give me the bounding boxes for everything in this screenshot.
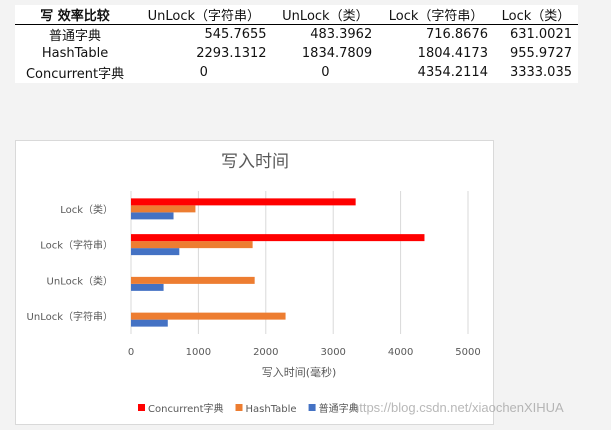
x-tick-label: 2000	[253, 347, 278, 358]
cell: 1804.4173	[417, 46, 488, 61]
legend-label: HashTable	[246, 404, 297, 415]
header-cell: UnLock（类）	[272, 5, 379, 25]
header-cell: 写 效率比较	[15, 5, 136, 25]
row-label: Concurrent字典	[25, 67, 125, 82]
bar-2	[131, 234, 425, 242]
watermark: https://blog.csdn.net/xiaochenXIHUA	[352, 400, 564, 415]
chart-area: 写入时间 0 1000 2000 3000 4000 5000 写入时间(毫秒) UnLock（…	[15, 140, 494, 425]
x-tick-label: 5000	[455, 347, 480, 358]
header-cell: Lock（类）	[493, 5, 578, 25]
y-tick-label: Lock（类）	[60, 203, 113, 216]
x-axis-title: 写入时间(毫秒)	[262, 365, 337, 379]
x-tick-label: 4000	[388, 347, 413, 358]
cell: 1834.7809	[301, 46, 373, 61]
legend-swatch	[138, 404, 145, 411]
cell: 483.3962	[310, 27, 373, 42]
bar-1	[131, 205, 196, 213]
table-header-row: 写 效率比较 UnLock（字符串） UnLock（类） Lock（字符串） L…	[15, 5, 578, 25]
cell: 3333.035	[509, 65, 572, 80]
cell: 631.0021	[509, 27, 572, 42]
table-row: HashTable 2293.1312 1834.7809 1804.4173 955.…	[15, 44, 578, 63]
y-tick-label: Lock（字符串）	[40, 239, 113, 252]
bar-1	[131, 276, 255, 284]
legend-label: 普通字典	[319, 402, 359, 415]
cell: 0	[321, 65, 330, 80]
cell: 955.9727	[509, 46, 572, 61]
chart-title: 写入时间	[221, 152, 289, 172]
legend-label: Concurrent字典	[148, 402, 224, 415]
legend-swatch	[235, 404, 243, 411]
y-tick-label: UnLock（字符串）	[27, 310, 113, 323]
comparison-table: 写 效率比较 UnLock（字符串） UnLock（类） Lock（字符串） L…	[15, 5, 578, 83]
header-cell: UnLock（字符串）	[135, 5, 273, 25]
bar-0	[131, 248, 180, 256]
bar-1	[131, 312, 286, 320]
cell: 0	[199, 65, 208, 80]
bar-0	[131, 212, 174, 220]
row-label: HashTable	[41, 46, 109, 61]
table-row: Concurrent字典 0 0 4354.2114 3333.035	[15, 63, 578, 82]
legend-swatch	[308, 404, 316, 411]
cell: 545.7655	[204, 27, 267, 42]
x-tick-label: 1000	[186, 347, 211, 358]
cell: 716.8676	[425, 27, 488, 42]
header-cell: Lock（字符串）	[378, 5, 494, 25]
bar-chart: 写入时间 0 1000 2000 3000 4000 5000 写入时间(毫秒) UnLock（…	[27, 152, 481, 415]
table-row: 普通字典 545.7655 483.3962 716.8676 631.0021	[15, 25, 578, 44]
bar-1	[131, 241, 253, 249]
cell: 4354.2114	[417, 65, 488, 80]
row-label: 普通字典	[49, 29, 102, 44]
bar-0	[131, 283, 164, 291]
bar-0	[131, 319, 168, 327]
x-tick-label: 0	[128, 347, 134, 358]
x-tick-label: 3000	[320, 347, 345, 358]
y-tick-label: UnLock（类）	[47, 274, 113, 287]
cell: 2293.1312	[196, 46, 267, 61]
bar-2	[131, 198, 356, 206]
